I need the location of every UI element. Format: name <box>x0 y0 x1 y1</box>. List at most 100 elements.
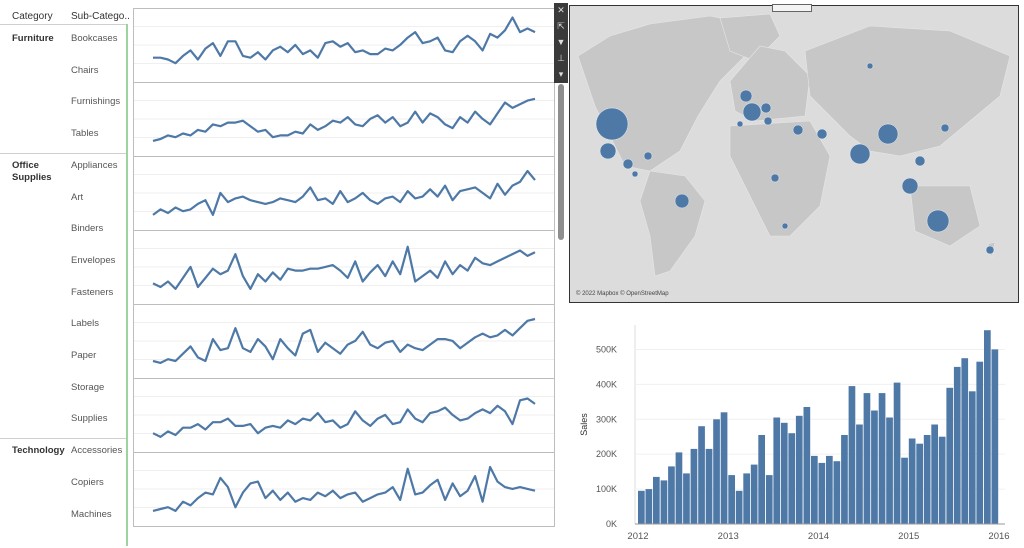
bar <box>720 412 728 524</box>
subcategory-label[interactable]: Art <box>71 191 84 203</box>
subcategory-label[interactable]: Bookcases <box>71 33 118 44</box>
bar <box>878 393 886 524</box>
bar <box>811 455 818 524</box>
map-mark-turkey <box>792 124 804 136</box>
dropdown-icon[interactable]: ▾ <box>558 69 564 79</box>
world-map[interactable] <box>569 5 1019 303</box>
south-america-landmass <box>639 170 706 277</box>
map-mark-caribbean <box>643 151 653 161</box>
subcategory-label[interactable]: Tables <box>71 128 99 140</box>
subcategory-label[interactable]: Accessories <box>71 445 123 457</box>
map-mark-india <box>849 143 871 165</box>
close-icon[interactable]: ✕ <box>557 5 565 15</box>
filter-icon[interactable]: ▼ <box>556 37 566 47</box>
bar <box>795 415 803 524</box>
pin-icon[interactable]: ⊥ <box>557 53 565 63</box>
map-mark-uk <box>739 89 753 103</box>
bar <box>893 382 901 524</box>
bar <box>735 490 743 524</box>
bar <box>916 443 923 524</box>
bar <box>728 475 735 524</box>
map-canvas <box>577 13 1011 277</box>
map-mark-germany <box>760 102 772 114</box>
subcategory-label[interactable]: Appliances <box>71 159 118 171</box>
x-tick-label: 2014 <box>808 531 829 542</box>
bar <box>976 361 984 524</box>
subcategory-label[interactable]: Storage <box>71 381 105 393</box>
subcategory-label[interactable]: Machines <box>71 508 112 520</box>
subcategory-label[interactable]: Furnishings <box>71 96 121 108</box>
map-credit: © 2022 Mapbox © OpenStreetMap <box>576 291 669 297</box>
series-line <box>152 245 536 290</box>
subcategory-label[interactable]: Fasteners <box>71 286 114 298</box>
map-mark-south-africa <box>781 222 789 230</box>
bar <box>833 461 841 524</box>
subcategory-label[interactable]: Supplies <box>71 413 108 425</box>
map-mark-mexico <box>599 142 617 160</box>
bar <box>841 435 848 524</box>
filter-strip <box>126 24 128 546</box>
vertical-scrollbar[interactable] <box>558 84 564 240</box>
bar <box>683 473 690 524</box>
europe-landmass <box>729 45 811 122</box>
y-tick-label: 0K <box>606 519 617 529</box>
category-separator <box>0 438 128 440</box>
y-tick-label: 400K <box>596 379 617 389</box>
bar <box>923 435 931 524</box>
x-tick-label: 2013 <box>718 531 739 542</box>
subcategory-label[interactable]: Binders <box>71 223 104 235</box>
x-tick-label: 2016 <box>988 531 1009 542</box>
bar <box>690 448 698 524</box>
bar <box>653 476 660 524</box>
header-category[interactable]: Category <box>12 11 53 22</box>
bar <box>931 424 938 524</box>
bar <box>765 475 773 524</box>
bar <box>991 349 999 524</box>
map-mark-italy <box>763 116 773 126</box>
sales-bar-chart: 0K 100K 200K 300K 400K 500K Sales 2012 2013 2014 2… <box>579 325 1010 542</box>
worksheet-toolbar: ✕ ⇱ ▼ ⊥ ▾ <box>554 3 568 83</box>
map-mark-france <box>742 102 762 122</box>
map-mark-japan <box>940 123 950 133</box>
map-mark-iran <box>816 128 828 140</box>
map-mark-new-zealand <box>985 245 995 255</box>
map-mark-colombia <box>631 170 639 178</box>
series-line <box>152 397 536 438</box>
popout-icon[interactable]: ⇱ <box>557 21 565 31</box>
subcategory-label[interactable]: Labels <box>71 318 99 330</box>
header-subcategory[interactable]: Sub-Catego.. <box>71 11 130 22</box>
subcategory-label[interactable]: Chairs <box>71 64 99 76</box>
africa-landmass <box>729 120 831 237</box>
series-line <box>152 465 536 512</box>
category-label[interactable]: Office Supplies <box>12 159 52 183</box>
category-label[interactable]: Furniture <box>12 33 54 44</box>
asia-landmass <box>804 25 1011 157</box>
bar <box>645 489 653 524</box>
map-drag-handle[interactable] <box>772 4 812 12</box>
y-tick-label: 100K <box>596 484 617 494</box>
bar <box>938 436 946 524</box>
map-mark-usa <box>595 107 629 141</box>
bar <box>886 417 893 524</box>
bar <box>901 457 908 524</box>
bar <box>713 419 720 524</box>
header-separator <box>0 24 128 25</box>
bar <box>780 422 788 524</box>
subcategory-label[interactable]: Envelopes <box>71 254 116 266</box>
subcategory-label[interactable]: Copiers <box>71 476 104 488</box>
bar <box>871 410 878 524</box>
series-line <box>152 97 536 142</box>
map-mark-spain <box>736 120 744 128</box>
bar <box>698 426 705 524</box>
category-separator <box>0 152 128 154</box>
subcategory-label[interactable]: Paper <box>71 350 97 361</box>
bar <box>848 386 856 524</box>
bar <box>743 473 750 524</box>
bar <box>705 448 713 524</box>
map-mark-china <box>877 123 899 145</box>
x-tick-label: 2015 <box>898 531 919 542</box>
sparkline-panel <box>133 8 555 527</box>
bar <box>660 480 668 524</box>
category-label[interactable]: Technology <box>12 445 65 457</box>
bar <box>750 464 758 524</box>
